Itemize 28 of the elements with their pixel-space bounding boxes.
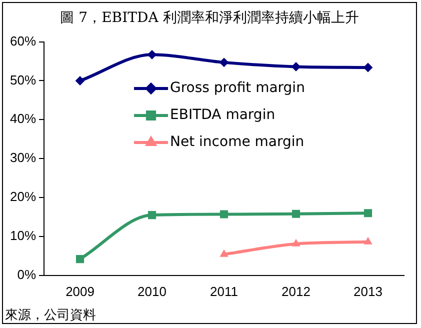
- point: [220, 210, 228, 218]
- x-tick-label: 2009: [66, 284, 94, 299]
- chart-title: 圖 7，EBITDA 利潤率和淨利潤率持續小幅上升: [59, 9, 360, 27]
- point: [364, 209, 372, 218]
- text: 來源，公司資料: [5, 307, 96, 324]
- y-tick-label: 40%: [10, 111, 36, 126]
- x-tick-label: 2011: [210, 284, 238, 299]
- y-tick-label: 60%: [10, 33, 36, 48]
- y-tick-label: 10%: [10, 228, 36, 244]
- point: [76, 255, 84, 264]
- x-tick-label: 2010: [138, 284, 166, 299]
- y-tick-label: 30%: [10, 150, 36, 166]
- point: [148, 211, 156, 220]
- x-tick-label: 2013: [354, 284, 382, 299]
- legend-label: Gross profit margin: [170, 80, 305, 96]
- y-tick-label: 0%: [17, 266, 36, 282]
- y-tick-label: 50%: [10, 72, 36, 88]
- point: [220, 58, 229, 67]
- x-tick-label: 2012: [282, 284, 310, 299]
- point: [292, 239, 300, 246]
- legend-label: EBITDA margin: [170, 107, 276, 124]
- point: [364, 62, 372, 72]
- point: [220, 250, 228, 257]
- point: [364, 237, 372, 244]
- y-tick-label: 20%: [10, 189, 36, 204]
- legend-label: Net income margin: [170, 134, 304, 150]
- point: [76, 76, 85, 86]
- point: [292, 210, 300, 218]
